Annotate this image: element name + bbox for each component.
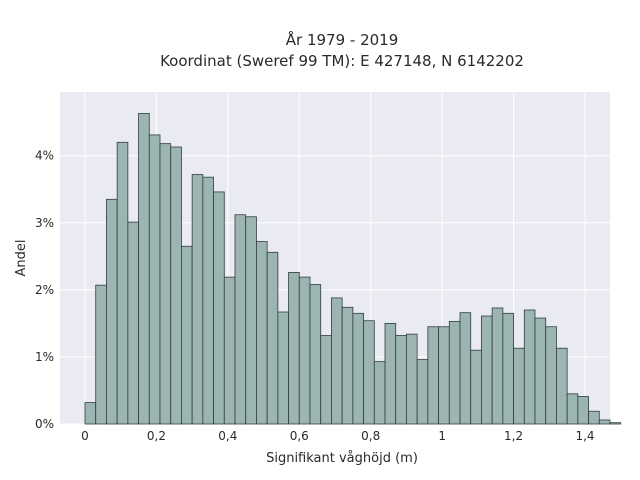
histogram-bar (138, 113, 150, 425)
histogram-bar (534, 317, 547, 425)
histogram-bar (470, 349, 482, 425)
histogram-bar (234, 214, 247, 425)
histogram-bar (202, 176, 214, 425)
histogram-bar (341, 306, 354, 425)
histogram-bar (545, 326, 557, 425)
histogram-bar (331, 297, 343, 425)
histogram-bar (170, 146, 182, 425)
histogram-bar (448, 320, 461, 425)
y-tick-label: 4% (35, 149, 54, 163)
histogram-bar (491, 307, 504, 425)
x-axis-label: Signifikant våghöjd (m) (266, 451, 418, 466)
histogram-bar (288, 272, 300, 425)
y-tick-label: 0% (35, 417, 54, 431)
histogram-bar (245, 216, 257, 425)
histogram-bar (427, 326, 439, 425)
histogram-bar (566, 393, 579, 425)
histogram-bar (95, 284, 107, 425)
histogram-bar (416, 359, 429, 425)
histogram-bar (298, 276, 311, 425)
histogram-bar (106, 198, 118, 425)
histogram-bar (352, 312, 364, 425)
x-tick-label: 1 (438, 429, 446, 443)
histogram-bar (116, 141, 129, 425)
histogram-bar (148, 134, 161, 425)
bars (84, 113, 622, 425)
histogram-bar (127, 221, 139, 425)
histogram-bar (406, 333, 418, 425)
x-tick-label: 0 (81, 429, 89, 443)
histogram-bar (277, 311, 289, 425)
x-tick-label: 1,4 (575, 429, 594, 443)
x-tick-label: 0,2 (147, 429, 166, 443)
y-axis-label: Andel (14, 240, 29, 277)
x-tick-label: 1,2 (504, 429, 523, 443)
histogram-bar (609, 422, 622, 425)
y-tick-label: 1% (35, 350, 54, 364)
histogram-bar (84, 402, 97, 425)
x-axis-ticks: 0 0,2 0,4 0,6 0,8 1 1,2 1,4 (81, 429, 594, 443)
chart-title-line-2: Koordinat (Sweref 99 TM): E 427148, N 61… (160, 52, 524, 70)
histogram-bar (373, 361, 386, 425)
histogram-bar (309, 284, 322, 425)
histogram-bar (577, 396, 589, 425)
histogram-bar (363, 320, 375, 425)
y-tick-label: 3% (35, 216, 54, 230)
chart-title-line-1: År 1979 - 2019 (286, 30, 399, 49)
histogram-bar (523, 309, 536, 425)
histogram-bar (438, 326, 450, 425)
histogram-bar (481, 315, 493, 425)
y-tick-label: 2% (35, 283, 54, 297)
histogram-bar (384, 322, 397, 425)
histogram-bar (395, 335, 407, 425)
chart-title: År 1979 - 2019 Koordinat (Sweref 99 TM):… (160, 30, 524, 70)
histogram-bar (588, 410, 600, 425)
histogram-bar (502, 312, 514, 425)
histogram-bar (191, 174, 204, 425)
x-tick-label: 0,4 (218, 429, 237, 443)
histogram-bar (598, 419, 611, 425)
histogram-bar (181, 245, 193, 425)
histogram-bar (256, 241, 268, 425)
histogram-bar (320, 335, 332, 425)
histogram-bar (159, 143, 172, 425)
y-axis-ticks: 0% 1% 2% 3% 4% (35, 149, 54, 431)
histogram-bar (513, 347, 525, 425)
histogram-bar (213, 191, 225, 425)
histogram-bar (459, 312, 472, 425)
histogram-bar (223, 276, 236, 425)
histogram-bar (266, 251, 279, 425)
x-tick-label: 0,8 (361, 429, 380, 443)
x-tick-label: 0,6 (290, 429, 309, 443)
histogram-bar (556, 347, 568, 425)
